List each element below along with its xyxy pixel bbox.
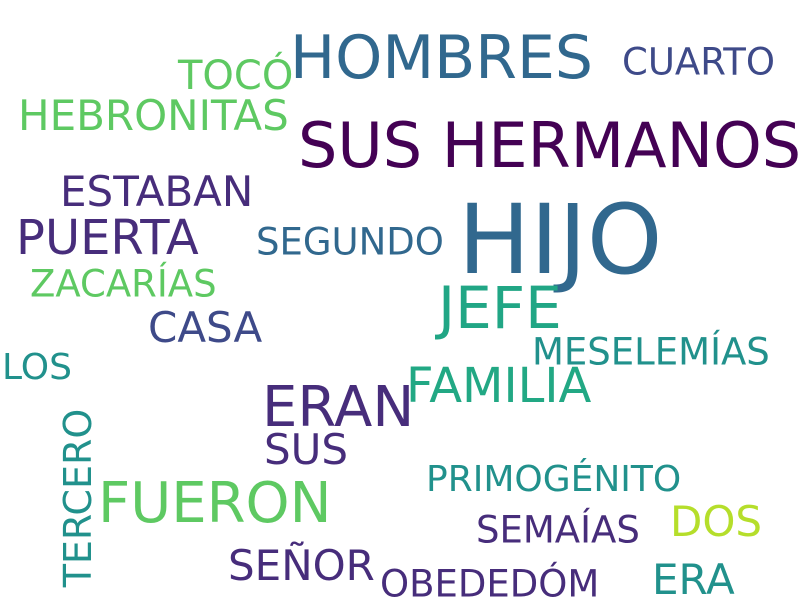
- word-primogenito: PRIMOGÉNITO: [426, 459, 682, 500]
- word-hombres: HOMBRES: [290, 23, 593, 93]
- word-cuarto: CUARTO: [622, 40, 775, 84]
- word-hijo: HIJO: [458, 184, 663, 296]
- word-estaban: ESTABAN: [60, 167, 254, 216]
- word-jefe: JEFE: [438, 274, 562, 342]
- word-sus: SUS: [264, 425, 349, 474]
- word-casa: CASA: [148, 303, 263, 352]
- word-toco: TOCÓ: [178, 53, 294, 99]
- word-los: LOS: [2, 347, 72, 388]
- word-sus-hermanos: SUS HERMANOS: [298, 109, 800, 182]
- word-senor: SEÑOR: [228, 541, 375, 590]
- word-puerta: PUERTA: [16, 210, 199, 266]
- word-hebronitas: HEBRONITAS: [18, 91, 289, 140]
- word-era: ERA: [652, 555, 735, 600]
- word-segundo: SEGUNDO: [256, 220, 444, 264]
- word-semaias: SEMAÍAS: [476, 508, 640, 552]
- word-eran: ERAN: [262, 375, 415, 440]
- word-meselemias: MESELEMÍAS: [532, 330, 770, 374]
- word-fueron: FUERON: [98, 471, 332, 536]
- word-familia: FAMILIA: [406, 358, 592, 414]
- word-dos: DOS: [670, 497, 763, 546]
- word-zacarias: ZACARÍAS: [30, 262, 217, 306]
- word-tercero: TERCERO: [56, 408, 100, 588]
- word-obededom: OBEDEDÓM: [380, 562, 600, 600]
